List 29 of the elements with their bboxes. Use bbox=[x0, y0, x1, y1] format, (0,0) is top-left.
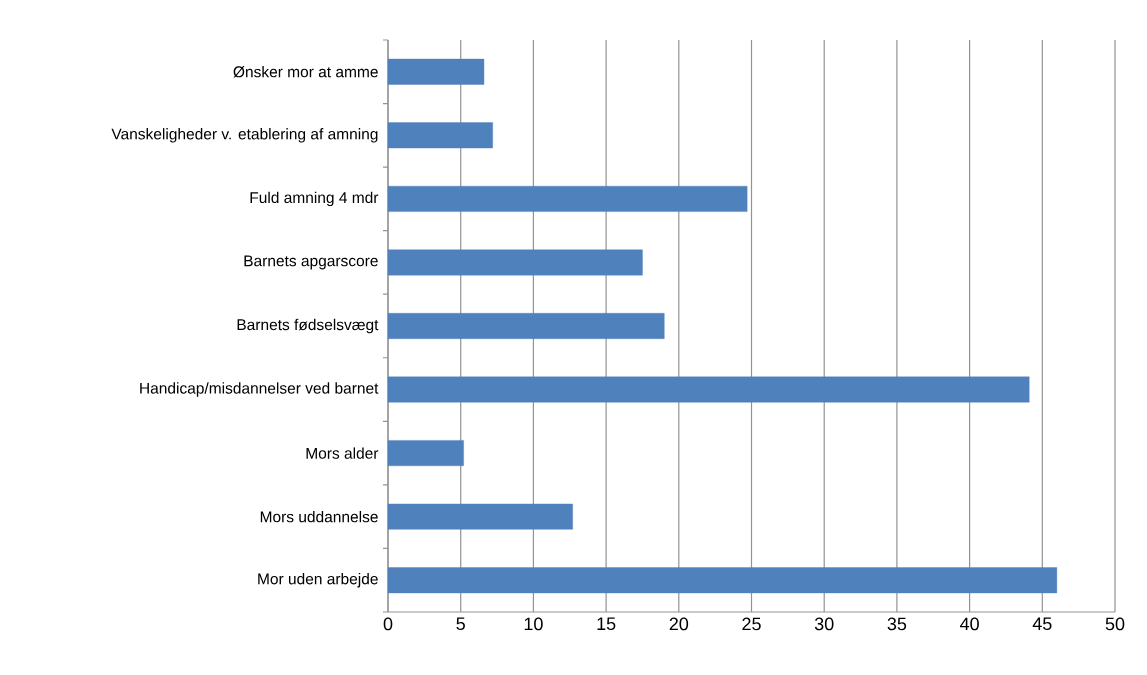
x-tick-label: 5 bbox=[456, 617, 465, 631]
bar bbox=[387, 249, 643, 276]
y-tick-label: Barnets apgarscore bbox=[244, 255, 378, 270]
y-tick-label: Vanskeligheder v. etablering af amning bbox=[111, 128, 378, 143]
bar bbox=[387, 185, 748, 212]
x-tick-label: 30 bbox=[814, 617, 834, 631]
y-tick-label: Mor uden arbejde bbox=[258, 572, 378, 588]
y-tick-label: Mors alder bbox=[306, 447, 379, 459]
x-tick-label: 40 bbox=[960, 617, 979, 631]
x-tick-label: 45 bbox=[1032, 617, 1052, 631]
x-tick-label: 20 bbox=[669, 617, 689, 631]
bar bbox=[387, 58, 485, 85]
y-tick-label: Barnets fødselsvægt bbox=[237, 318, 379, 334]
x-tick-label: 35 bbox=[887, 617, 907, 631]
x-tick-label: 10 bbox=[524, 617, 543, 631]
bar bbox=[387, 503, 573, 530]
x-tick-label: 50 bbox=[1105, 617, 1125, 631]
x-tick-label: 0 bbox=[383, 617, 393, 631]
x-tick-label: 15 bbox=[597, 617, 616, 631]
y-tick-label: Fuld amning 4 mdr bbox=[250, 191, 379, 207]
bar bbox=[387, 440, 464, 467]
bar bbox=[387, 567, 1058, 594]
x-tick-label: 25 bbox=[742, 617, 761, 631]
bar bbox=[387, 376, 1030, 403]
bar bbox=[387, 313, 665, 339]
y-tick-label: Mors uddannelse bbox=[260, 510, 378, 523]
y-tick-label: Ønsker mor at amme bbox=[233, 65, 378, 78]
bar bbox=[387, 122, 493, 149]
y-tick-label: Handicap/misdannelser ved barnet bbox=[140, 382, 379, 397]
